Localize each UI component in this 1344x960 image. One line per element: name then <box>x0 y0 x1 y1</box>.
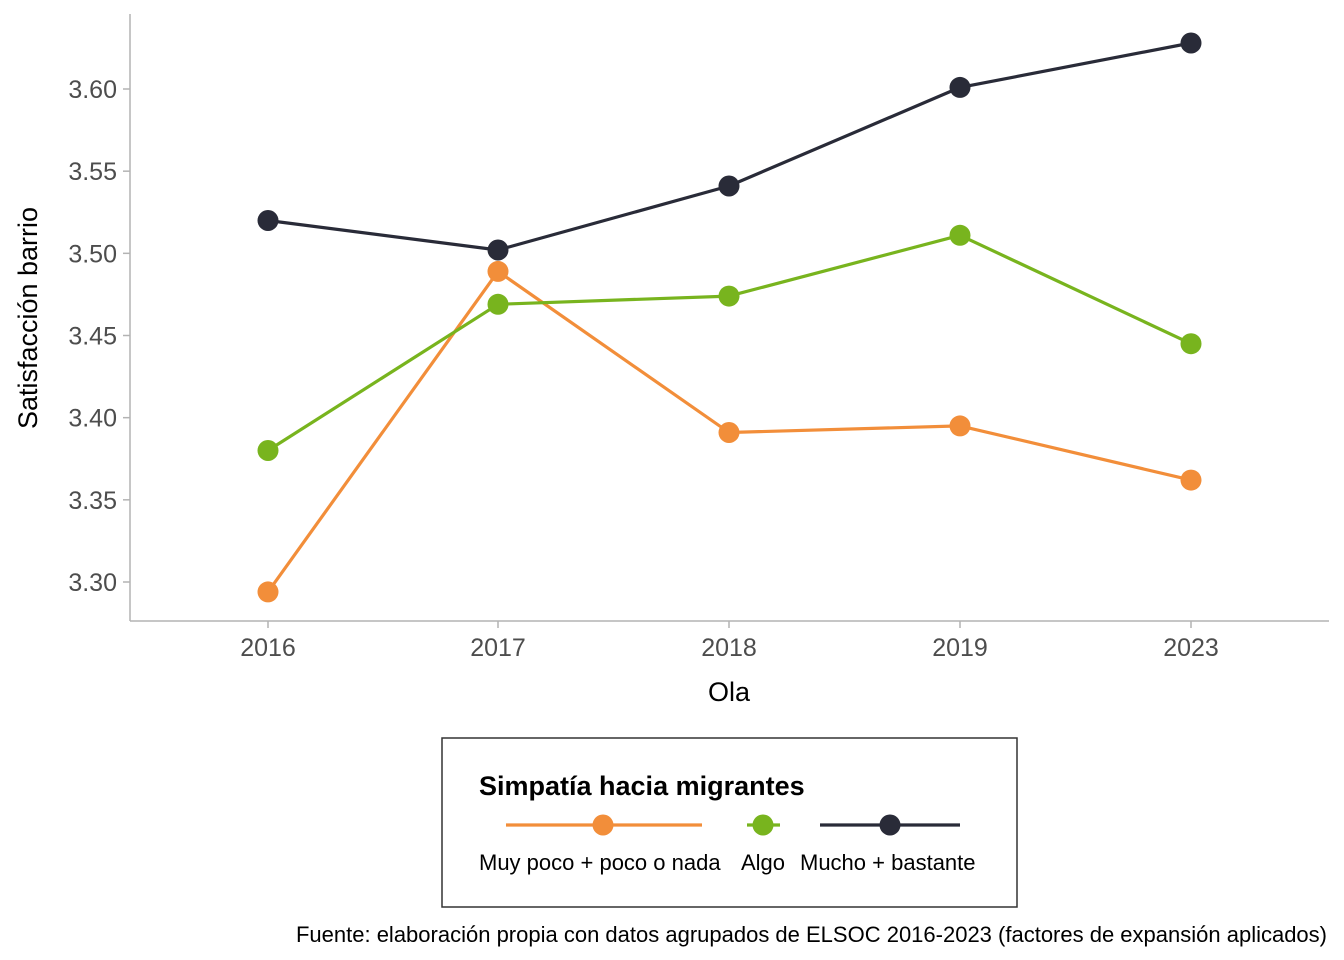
x-tick-label: 2019 <box>932 634 988 662</box>
legend-key-point <box>592 814 614 836</box>
y-tick-label: 3.50 <box>68 240 117 268</box>
y-axis-ticks: 3.30 3.35 3.40 3.45 3.50 3.55 3.60 <box>68 76 130 597</box>
caption: Fuente: elaboración propia con datos agr… <box>296 922 1327 947</box>
series-line-1 <box>266 233 1193 453</box>
legend-keys: Muy poco + poco o nada Algo Mucho + bastan… <box>479 814 976 875</box>
legend-title: Simpatía hacia migrantes <box>479 771 805 801</box>
series-points <box>257 32 1202 603</box>
data-point <box>487 293 509 315</box>
x-tick-label: 2016 <box>240 634 296 662</box>
data-point <box>718 285 740 307</box>
legend-key-point <box>752 814 774 836</box>
legend-box <box>441 737 1018 908</box>
legend-label: Muy poco + poco o nada <box>479 850 721 875</box>
y-tick-label: 3.35 <box>68 487 117 515</box>
legend-label: Algo <box>741 850 785 875</box>
data-point <box>1180 32 1202 54</box>
x-tick-label: 2023 <box>1163 634 1219 662</box>
y-tick-label: 3.60 <box>68 76 117 104</box>
data-point <box>487 260 509 282</box>
x-axis-title: Ola <box>708 677 751 707</box>
y-tick-label: 3.55 <box>68 158 117 186</box>
data-point <box>257 440 279 461</box>
y-tick-label: 3.45 <box>68 323 117 351</box>
data-point <box>257 581 279 603</box>
legend-label: Mucho + bastante <box>800 850 976 875</box>
y-tick-label: 3.30 <box>68 569 117 597</box>
data-point <box>949 224 971 246</box>
data-point <box>718 422 740 443</box>
data-point <box>1180 333 1202 355</box>
data-point <box>949 415 971 437</box>
series-lines <box>266 41 1193 594</box>
data-point <box>949 76 971 98</box>
legend: Simpatía hacia migrantes Muy poco + poco… <box>441 737 1018 908</box>
x-tick-label: 2017 <box>470 634 526 662</box>
data-point <box>1180 469 1202 491</box>
y-axis-title: Satisfacción barrio <box>13 207 43 429</box>
x-tick-label: 2018 <box>701 634 757 662</box>
data-point <box>487 239 509 261</box>
data-point <box>718 175 740 197</box>
legend-key-point <box>879 814 901 836</box>
data-point <box>257 210 279 231</box>
series-line-2 <box>266 41 1193 252</box>
x-axis-ticks: 2016 2017 2018 2019 2023 <box>240 621 1219 662</box>
y-tick-label: 3.40 <box>68 405 117 433</box>
